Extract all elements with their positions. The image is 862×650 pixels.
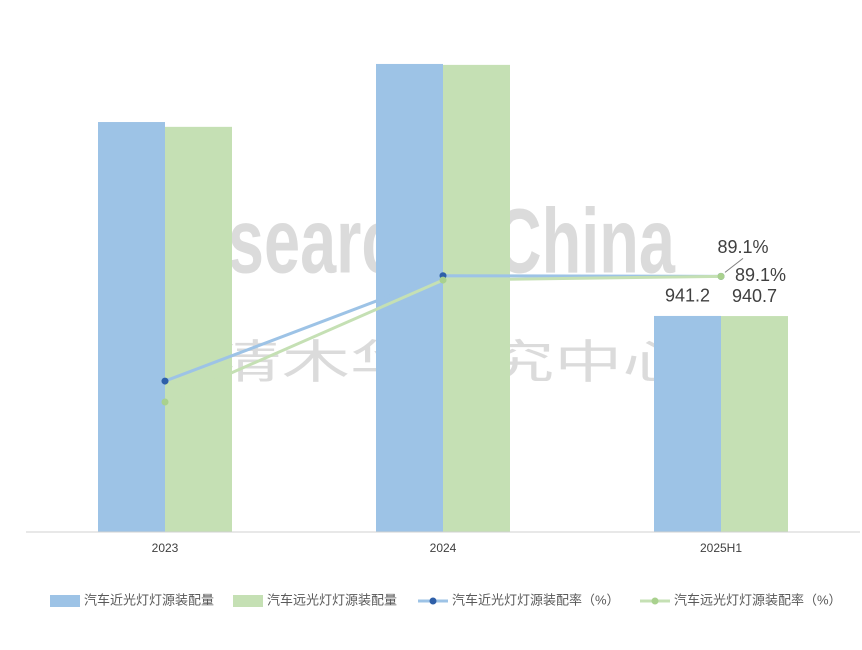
data-label: 941.2	[665, 286, 710, 306]
data-label: 940.7	[732, 286, 777, 306]
bar	[165, 126, 232, 533]
bar	[721, 316, 788, 532]
legend-swatch	[233, 595, 263, 607]
x-tick-label: 2023	[152, 541, 179, 555]
bar	[98, 122, 165, 533]
legend-label: 汽车远光灯灯源装配率（%）	[674, 592, 842, 607]
bar	[443, 64, 510, 532]
bar	[654, 315, 721, 532]
leader-line	[724, 257, 744, 273]
legend-swatch	[50, 595, 80, 607]
legend-label: 汽车近光灯灯源装配率（%）	[452, 592, 620, 607]
data-label: 89.1%	[717, 237, 768, 257]
marker	[439, 276, 447, 284]
marker	[161, 398, 169, 406]
x-tick-label: 2025H1	[700, 541, 742, 555]
legend-swatch	[429, 597, 437, 605]
legend-label: 汽车远光灯灯源装配量	[267, 592, 397, 607]
data-label: 89.1%	[735, 265, 786, 285]
legend-label: 汽车近光灯灯源装配量	[84, 592, 214, 607]
x-tick-label: 2024	[430, 541, 457, 555]
marker	[161, 377, 169, 385]
legend-swatch	[651, 597, 659, 605]
marker	[717, 272, 725, 280]
